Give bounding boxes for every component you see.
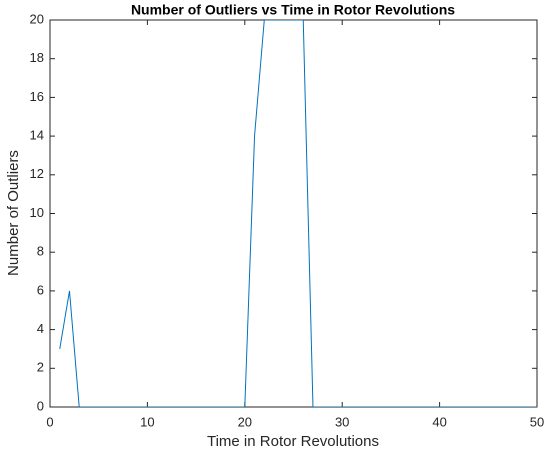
x-tick-label: 20 — [238, 414, 252, 429]
y-tick-label: 8 — [37, 244, 44, 259]
y-tick-label: 20 — [30, 11, 44, 26]
y-tick-label: 4 — [37, 321, 44, 336]
x-tick-label: 50 — [530, 414, 544, 429]
x-tick-label: 0 — [46, 414, 53, 429]
y-tick-label: 6 — [37, 282, 44, 297]
y-tick-label: 2 — [37, 360, 44, 375]
y-tick-label: 16 — [30, 89, 44, 104]
x-tick-label: 10 — [140, 414, 154, 429]
chart-title: Number of Outliers vs Time in Rotor Revo… — [131, 2, 455, 18]
x-tick-label: 40 — [432, 414, 446, 429]
y-tick-label: 0 — [37, 398, 44, 413]
y-tick-label: 10 — [30, 205, 44, 220]
y-axis-label: Number of Outliers — [5, 150, 22, 276]
y-tick-label: 14 — [30, 128, 44, 143]
y-tick-label: 18 — [30, 50, 44, 65]
x-tick-label: 30 — [335, 414, 349, 429]
y-tick-label: 12 — [30, 166, 44, 181]
x-axis-label: Time in Rotor Revolutions — [207, 433, 379, 450]
